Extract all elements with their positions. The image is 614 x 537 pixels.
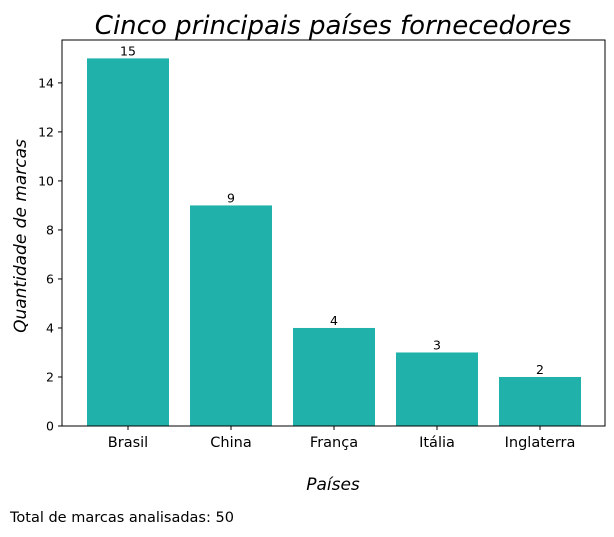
y-tick-label: 12 xyxy=(38,124,54,139)
bar-brasil xyxy=(87,58,169,426)
data-label-frança: 4 xyxy=(330,313,338,328)
bar-china xyxy=(190,205,272,426)
x-tick-label-brasil: Brasil xyxy=(108,435,148,451)
y-tick-label: 2 xyxy=(46,369,54,384)
chart-title: Cinco principais países fornecedores xyxy=(95,11,571,41)
y-tick-label: 8 xyxy=(46,222,54,237)
x-tick-label-frança: França xyxy=(310,435,358,451)
bar-frança xyxy=(293,327,375,426)
x-tick-label-inglaterra: Inglaterra xyxy=(505,435,576,451)
total-brands-footnote: Total de marcas analisadas: 50 xyxy=(10,510,234,526)
data-label-china: 9 xyxy=(227,190,235,205)
y-tick-label: 14 xyxy=(38,75,54,90)
data-label-itália: 3 xyxy=(433,337,441,352)
data-label-inglaterra: 2 xyxy=(536,362,544,377)
x-tick-label-china: China xyxy=(210,435,251,451)
data-label-brasil: 15 xyxy=(120,43,136,58)
x-axis-label: Países xyxy=(306,475,360,495)
y-tick-label: 10 xyxy=(38,173,54,188)
y-tick-label: 0 xyxy=(46,419,54,434)
bar-itália xyxy=(396,352,478,426)
bar-inglaterra xyxy=(499,376,581,426)
y-tick-label: 4 xyxy=(46,320,54,335)
plot-area: 15 9 4 3 2 0 2 4 6 8 10 12 14 Brasil China França Itália… xyxy=(38,39,606,451)
x-tick-label-itália: Itália xyxy=(419,435,455,451)
y-axis-label: Quantidade de marcas xyxy=(11,139,31,333)
y-tick-label: 6 xyxy=(46,271,54,286)
